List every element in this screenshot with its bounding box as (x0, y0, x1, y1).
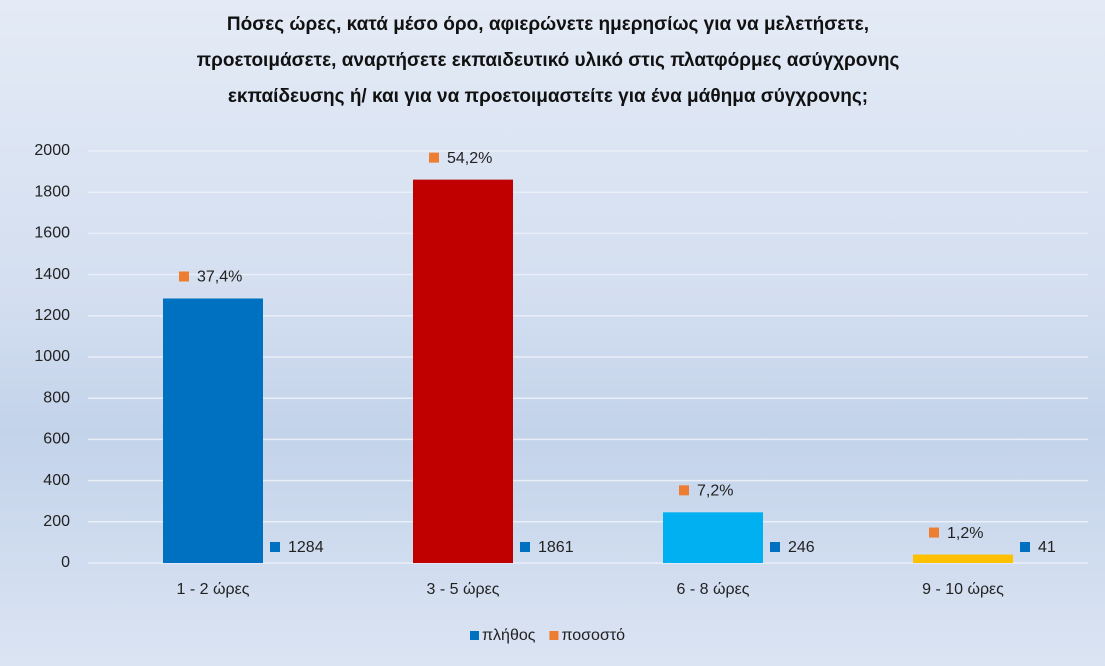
y-tick-label: 2000 (34, 142, 70, 159)
y-tick-label: 200 (43, 513, 70, 530)
bar (163, 298, 263, 563)
data-label: 1861 (538, 539, 574, 556)
y-tick-label: 600 (43, 431, 70, 448)
data-label: 37,4% (197, 269, 242, 286)
y-tick-label: 800 (43, 389, 70, 406)
x-tick-label: 1 - 2 ώρες (177, 581, 250, 598)
chart-title: προετοιμάσετε, αναρτήσετε εκπαιδευτικό υ… (197, 50, 900, 71)
bar (413, 179, 513, 563)
x-tick-label: 3 - 5 ώρες (427, 581, 500, 598)
data-label: 246 (788, 539, 815, 556)
legend-label: ποσοστό (561, 627, 625, 644)
y-tick-label: 1600 (34, 225, 70, 242)
chart-title: Πόσες ώρες, κατά μέσο όρο, αφιερώνετε ημ… (227, 14, 869, 35)
bar (913, 554, 1013, 563)
y-tick-label: 1000 (34, 348, 70, 365)
legend-swatch (470, 631, 479, 640)
bar (663, 512, 763, 563)
percent-marker (429, 152, 439, 163)
data-label: 41 (1038, 539, 1056, 556)
y-tick-label: 0 (61, 554, 70, 571)
data-label: 54,2% (447, 150, 492, 167)
legend-key-marker (1020, 542, 1030, 552)
x-tick-label: 6 - 8 ώρες (677, 581, 750, 598)
legend-key-marker (770, 542, 780, 552)
y-tick-label: 1800 (34, 183, 70, 200)
y-tick-label: 1200 (34, 307, 70, 324)
data-label: 7,2% (697, 483, 733, 500)
percent-marker (179, 271, 189, 282)
x-tick-label: 9 - 10 ώρες (922, 581, 1004, 598)
percent-marker (679, 485, 689, 496)
legend-key-marker (520, 542, 530, 552)
percent-marker (929, 527, 939, 538)
legend-swatch (549, 631, 559, 640)
y-tick-label: 400 (43, 472, 70, 489)
data-label: 1284 (288, 539, 324, 556)
legend-label: πλήθος (482, 627, 536, 644)
y-tick-label: 1400 (34, 266, 70, 283)
chart-title: εκπαίδευσης ή/ και για να προετοιμαστείτ… (228, 86, 868, 107)
data-label: 1,2% (947, 525, 983, 542)
legend-key-marker (270, 542, 280, 552)
